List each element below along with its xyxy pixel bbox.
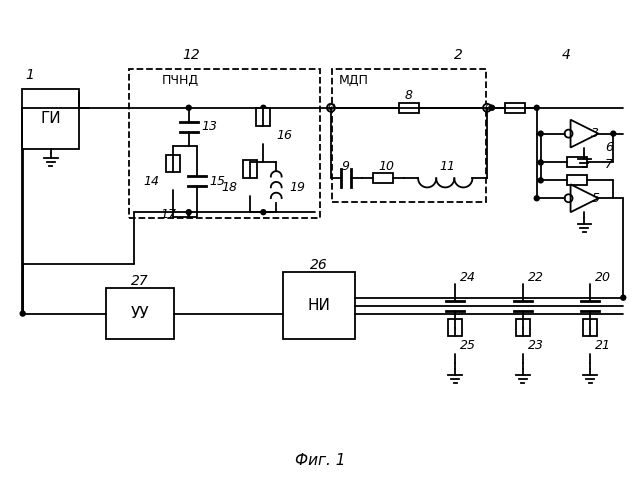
Circle shape [538, 131, 543, 136]
Bar [284, 272, 355, 339]
Text: МДП: МДП [339, 75, 369, 88]
Text: 22: 22 [528, 271, 544, 284]
Text: 9: 9 [342, 160, 350, 173]
Circle shape [564, 130, 573, 137]
Bar [505, 103, 525, 113]
Text: 1: 1 [26, 68, 35, 82]
Bar [567, 175, 587, 185]
Circle shape [611, 131, 616, 136]
Text: НИ: НИ [308, 298, 330, 313]
Circle shape [186, 106, 191, 110]
Text: 26: 26 [310, 258, 328, 272]
Text: 4: 4 [562, 48, 571, 62]
Circle shape [261, 106, 266, 110]
Text: 3: 3 [591, 127, 600, 140]
Text: 13: 13 [202, 120, 218, 133]
Bar [129, 69, 320, 218]
Circle shape [327, 104, 335, 112]
Bar [516, 318, 530, 336]
Circle shape [564, 194, 573, 202]
Bar [257, 108, 270, 126]
Circle shape [621, 295, 626, 300]
Text: 23: 23 [528, 339, 544, 352]
Text: 27: 27 [131, 274, 149, 288]
Text: 5: 5 [591, 192, 600, 205]
Circle shape [186, 210, 191, 215]
Bar [399, 103, 419, 113]
Bar [567, 157, 587, 167]
Text: 10: 10 [379, 160, 395, 173]
Circle shape [538, 160, 543, 165]
Bar [243, 161, 257, 179]
Circle shape [534, 196, 540, 201]
Text: 2: 2 [454, 48, 463, 62]
Text: 19: 19 [289, 181, 305, 194]
Circle shape [261, 210, 266, 215]
Text: 20: 20 [595, 271, 611, 284]
Text: 24: 24 [460, 271, 476, 284]
Text: ПЧНД: ПЧНД [163, 75, 200, 88]
Circle shape [483, 104, 491, 112]
Bar [372, 173, 392, 183]
Bar [22, 89, 79, 149]
Text: 8: 8 [405, 90, 413, 102]
Text: 14: 14 [143, 175, 159, 188]
Text: УУ: УУ [131, 306, 149, 321]
Text: 21: 21 [595, 339, 611, 352]
Text: 15: 15 [210, 175, 226, 188]
Text: ø: ø [484, 102, 490, 112]
Bar [448, 318, 462, 336]
Text: 17: 17 [161, 208, 177, 221]
Text: 25: 25 [460, 339, 476, 352]
Text: 18: 18 [221, 181, 237, 194]
Text: Фиг. 1: Фиг. 1 [295, 453, 345, 468]
Text: ГИ: ГИ [40, 111, 61, 126]
Text: ø: ø [328, 102, 334, 112]
Text: 12: 12 [182, 48, 200, 62]
Text: 11: 11 [439, 160, 455, 173]
Text: 7: 7 [605, 158, 613, 171]
Circle shape [20, 311, 25, 316]
Circle shape [538, 178, 543, 183]
Text: 16: 16 [276, 129, 292, 142]
Text: 6: 6 [605, 140, 613, 153]
Circle shape [490, 106, 495, 110]
Bar [106, 287, 174, 339]
Circle shape [534, 106, 540, 110]
Bar [166, 154, 180, 172]
Bar [332, 69, 486, 202]
Bar [584, 318, 597, 336]
